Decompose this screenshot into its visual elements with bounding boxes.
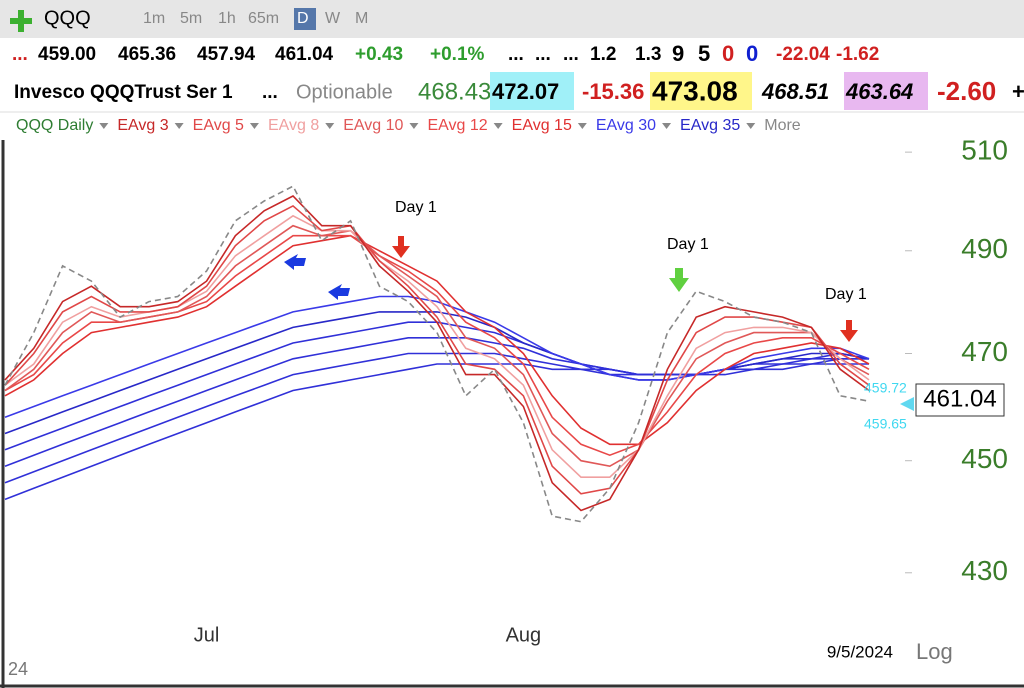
info-value: 472.07 [492, 79, 559, 104]
y-tick-label: 510 [961, 135, 1008, 166]
quote-value: ... [12, 44, 28, 65]
moving-average [4, 224, 870, 468]
quote-value: 0 [722, 41, 734, 66]
quote-value: 457.94 [197, 44, 256, 65]
legend-entry[interactable]: QQQ Daily [16, 117, 93, 134]
info-value: Invesco QQQTrust Ser 1 [14, 82, 233, 103]
symbol[interactable]: QQQ [44, 7, 91, 29]
legend-entry[interactable]: EAvg 8 [268, 117, 319, 134]
info-value: 463.64 [845, 79, 913, 104]
highlight [490, 72, 574, 110]
moving-average [4, 204, 870, 495]
legend-dropdown [746, 123, 756, 129]
quote-value: 0 [746, 41, 758, 66]
y-tick-label: 430 [961, 555, 1008, 586]
legend-dropdown [577, 123, 587, 129]
quote-value: -22.04 [776, 44, 830, 65]
interval[interactable]: 1m [143, 10, 165, 27]
legend-dropdown [174, 123, 184, 129]
last-price: 461.04 [923, 385, 996, 412]
legend-more[interactable]: More [764, 117, 801, 134]
corner-label: 24 [8, 659, 28, 679]
legend-dropdown [409, 123, 419, 129]
info-value: Optionable [296, 81, 393, 103]
price-line [4, 185, 870, 523]
legend-entry[interactable]: EAvg 5 [193, 117, 244, 134]
legend-dropdown [662, 123, 672, 129]
y-tick-label: 450 [961, 443, 1008, 474]
price-label: 459.72 [864, 380, 907, 396]
price-label: 459.65 [864, 416, 907, 432]
quote-value: -1.62 [836, 44, 879, 65]
quote-value: ... [535, 44, 551, 65]
info-value: -15.36 [582, 79, 644, 104]
legend-entry[interactable]: EAvg 30 [596, 117, 656, 134]
legend-entry[interactable]: EAvg 10 [343, 117, 403, 134]
annotation: Day 1 [395, 199, 437, 216]
quote-value: ... [563, 44, 579, 65]
red-arrow [840, 320, 858, 342]
quote-value: 1.2 [590, 44, 616, 65]
legend-entry[interactable]: EAvg 35 [680, 117, 740, 134]
legend-dropdown [325, 123, 335, 129]
y-tick-label: 490 [961, 233, 1008, 264]
info-value: 473.08 [652, 75, 738, 106]
info-value: 468.51 [761, 79, 829, 104]
moving-average [4, 195, 870, 512]
blue-arrow [328, 284, 350, 300]
interval-selected [294, 8, 316, 30]
last-price-box [915, 383, 1005, 417]
moving-average [4, 234, 870, 446]
legend-entry[interactable]: EAvg 12 [427, 117, 487, 134]
date-label: 9/5/2024 [827, 642, 893, 661]
legend-entry[interactable]: EAvg 3 [117, 117, 168, 134]
info-value: -2.60 [937, 76, 996, 106]
y-tick-label: 470 [961, 336, 1008, 367]
moving-average [4, 234, 870, 457]
interval[interactable]: 5m [180, 10, 202, 27]
quote-value: 465.36 [118, 44, 176, 65]
green-arrow [669, 268, 689, 292]
legend-dropdown [99, 123, 109, 129]
quote-value: 1.3 [635, 44, 661, 65]
quote-value: +0.43 [355, 44, 403, 65]
info-value: + [1012, 79, 1024, 104]
price-marker [900, 397, 914, 411]
legend-entry[interactable]: EAvg 15 [512, 117, 572, 134]
blue-arrow [284, 254, 306, 270]
quote-value: ... [508, 44, 524, 65]
scale-label[interactable]: Log [916, 639, 953, 664]
x-tick-label: Jul [194, 624, 220, 646]
info-value: ... [262, 82, 278, 103]
interval[interactable]: 1h [218, 10, 236, 27]
annotation: Day 1 [667, 236, 709, 253]
moving-average [4, 214, 870, 478]
legend-dropdown [249, 123, 259, 129]
quote-value: 459.00 [38, 44, 96, 65]
moving-average [4, 363, 869, 501]
quote-value: 9 [672, 41, 684, 66]
annotation: Day 1 [825, 286, 867, 303]
interval[interactable]: W [325, 10, 341, 27]
quote-value: +0.1% [430, 44, 485, 65]
add-icon[interactable] [10, 10, 32, 32]
interval[interactable]: D [297, 10, 309, 27]
red-arrow [392, 236, 410, 258]
highlight [844, 72, 928, 110]
interval[interactable]: 65m [248, 10, 279, 27]
quote-value: 461.04 [275, 44, 334, 65]
interval[interactable]: M [355, 10, 368, 27]
quote-value: 5 [698, 41, 710, 66]
x-tick-label: Aug [506, 624, 542, 646]
legend-dropdown [493, 123, 503, 129]
highlight [650, 72, 752, 110]
toolbar [0, 0, 1024, 38]
arrows [284, 236, 914, 411]
info-value: 468.43 [418, 78, 491, 105]
